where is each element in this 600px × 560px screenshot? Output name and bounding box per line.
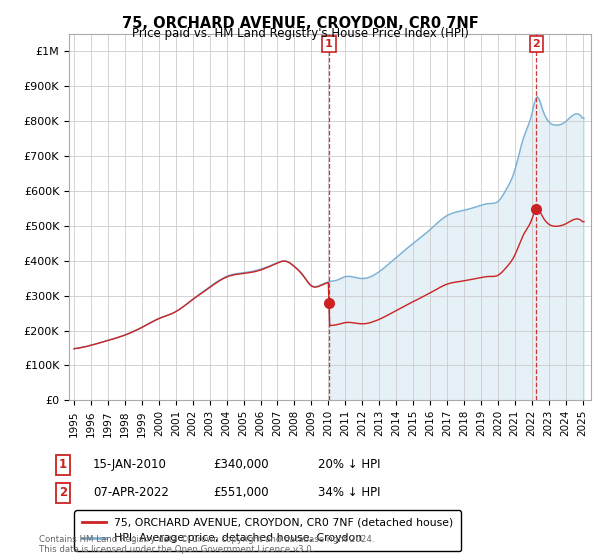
Text: 1: 1 [59, 458, 67, 472]
Text: Contains HM Land Registry data © Crown copyright and database right 2024.
This d: Contains HM Land Registry data © Crown c… [39, 535, 374, 554]
Text: £340,000: £340,000 [213, 458, 269, 472]
Text: Price paid vs. HM Land Registry's House Price Index (HPI): Price paid vs. HM Land Registry's House … [131, 27, 469, 40]
Legend: 75, ORCHARD AVENUE, CROYDON, CR0 7NF (detached house), HPI: Average price, detac: 75, ORCHARD AVENUE, CROYDON, CR0 7NF (de… [74, 510, 461, 551]
Text: £551,000: £551,000 [213, 486, 269, 500]
Text: 07-APR-2022: 07-APR-2022 [93, 486, 169, 500]
Text: 1: 1 [325, 39, 333, 49]
Text: 34% ↓ HPI: 34% ↓ HPI [318, 486, 380, 500]
Text: 75, ORCHARD AVENUE, CROYDON, CR0 7NF: 75, ORCHARD AVENUE, CROYDON, CR0 7NF [122, 16, 478, 31]
Text: 15-JAN-2010: 15-JAN-2010 [93, 458, 167, 472]
Text: 2: 2 [532, 39, 540, 49]
Text: 20% ↓ HPI: 20% ↓ HPI [318, 458, 380, 472]
Text: 2: 2 [59, 486, 67, 500]
